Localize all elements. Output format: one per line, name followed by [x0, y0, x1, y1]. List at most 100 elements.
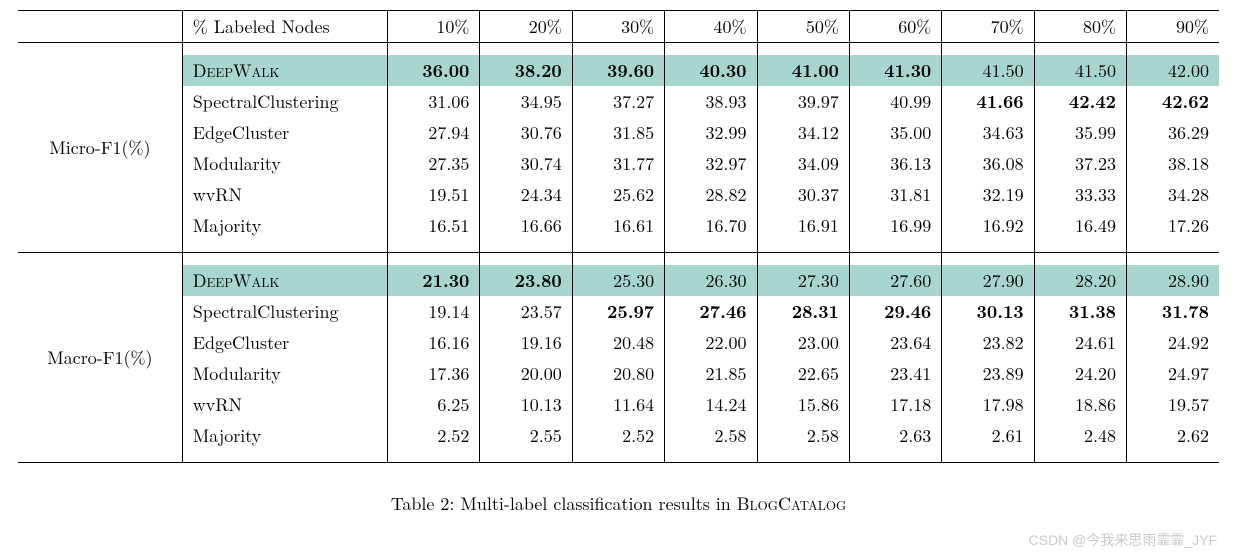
value-cell: 24.92 — [1127, 327, 1219, 358]
value-cell: 32.19 — [942, 179, 1034, 210]
value-cell: 30.74 — [480, 148, 572, 179]
header-pct-6: 70% — [942, 11, 1034, 43]
value-cell: 20.00 — [480, 358, 572, 389]
header-pct-8: 90% — [1127, 11, 1219, 43]
caption-text: Table 2: Multi-label classification resu… — [391, 491, 737, 516]
value-cell: 36.29 — [1127, 117, 1219, 148]
table-row: wvRN19.5124.3425.6228.8230.3731.8132.193… — [18, 179, 1219, 210]
value-cell: 40.30 — [665, 55, 757, 86]
value-cell: 41.50 — [1034, 55, 1126, 86]
value-cell: 36.08 — [942, 148, 1034, 179]
value-cell: 2.55 — [480, 420, 572, 451]
value-cell: 31.81 — [849, 179, 941, 210]
table-row: EdgeCluster27.9430.7631.8532.9934.1235.0… — [18, 117, 1219, 148]
value-cell: 16.91 — [757, 210, 849, 241]
value-cell: 23.64 — [849, 327, 941, 358]
value-cell: 17.18 — [849, 389, 941, 420]
method-name: EdgeCluster — [182, 327, 387, 358]
method-name: EdgeCluster — [182, 117, 387, 148]
value-cell: 23.80 — [480, 265, 572, 296]
value-cell: 18.86 — [1034, 389, 1126, 420]
value-cell: 23.41 — [849, 358, 941, 389]
value-cell: 36.00 — [388, 55, 480, 86]
value-cell: 28.20 — [1034, 265, 1126, 296]
value-cell: 16.66 — [480, 210, 572, 241]
table-row: SpectralClustering19.1423.5725.9727.4628… — [18, 296, 1219, 327]
value-cell: 19.51 — [388, 179, 480, 210]
caption-dataset: BlogCatalog — [737, 491, 846, 516]
value-cell: 26.30 — [665, 265, 757, 296]
value-cell: 34.28 — [1127, 179, 1219, 210]
value-cell: 30.76 — [480, 117, 572, 148]
value-cell: 31.06 — [388, 86, 480, 117]
spacer-row — [18, 253, 1219, 265]
method-name: SpectralClustering — [182, 86, 387, 117]
value-cell: 39.60 — [572, 55, 664, 86]
value-cell: 2.61 — [942, 420, 1034, 451]
value-cell: 20.80 — [572, 358, 664, 389]
value-cell: 31.78 — [1127, 296, 1219, 327]
value-cell: 24.97 — [1127, 358, 1219, 389]
method-name: DeepWalk — [182, 55, 387, 86]
value-cell: 2.63 — [849, 420, 941, 451]
value-cell: 27.35 — [388, 148, 480, 179]
value-cell: 41.50 — [942, 55, 1034, 86]
value-cell: 32.97 — [665, 148, 757, 179]
value-cell: 21.85 — [665, 358, 757, 389]
value-cell: 42.42 — [1034, 86, 1126, 117]
value-cell: 22.00 — [665, 327, 757, 358]
value-cell: 2.62 — [1127, 420, 1219, 451]
header-pct-1: 20% — [480, 11, 572, 43]
table-row: Micro-F1(%)DeepWalk36.0038.2039.6040.304… — [18, 55, 1219, 86]
spacer-row — [18, 451, 1219, 463]
table-row: EdgeCluster16.1619.1620.4822.0023.0023.6… — [18, 327, 1219, 358]
value-cell: 17.98 — [942, 389, 1034, 420]
value-cell: 2.58 — [757, 420, 849, 451]
value-cell: 25.97 — [572, 296, 664, 327]
table-row: Modularity27.3530.7431.7732.9734.0936.13… — [18, 148, 1219, 179]
results-table: % Labeled Nodes10%20%30%40%50%60%70%80%9… — [18, 10, 1219, 463]
value-cell: 27.94 — [388, 117, 480, 148]
value-cell: 16.49 — [1034, 210, 1126, 241]
value-cell: 24.34 — [480, 179, 572, 210]
value-cell: 19.57 — [1127, 389, 1219, 420]
results-table-container: % Labeled Nodes10%20%30%40%50%60%70%80%9… — [0, 10, 1237, 463]
table-row: Macro-F1(%)DeepWalk21.3023.8025.3026.302… — [18, 265, 1219, 296]
value-cell: 30.13 — [942, 296, 1034, 327]
value-cell: 38.20 — [480, 55, 572, 86]
table-row: Modularity17.3620.0020.8021.8522.6523.41… — [18, 358, 1219, 389]
value-cell: 16.70 — [665, 210, 757, 241]
value-cell: 30.37 — [757, 179, 849, 210]
value-cell: 29.46 — [849, 296, 941, 327]
header-pct-0: 10% — [388, 11, 480, 43]
value-cell: 27.46 — [665, 296, 757, 327]
value-cell: 24.61 — [1034, 327, 1126, 358]
method-name: wvRN — [182, 179, 387, 210]
method-name: Modularity — [182, 148, 387, 179]
metric-label: Micro-F1(%) — [18, 55, 182, 241]
value-cell: 32.99 — [665, 117, 757, 148]
value-cell: 33.33 — [1034, 179, 1126, 210]
method-name: Modularity — [182, 358, 387, 389]
method-name: Majority — [182, 210, 387, 241]
value-cell: 38.93 — [665, 86, 757, 117]
value-cell: 36.13 — [849, 148, 941, 179]
header-row: % Labeled Nodes10%20%30%40%50%60%70%80%9… — [18, 11, 1219, 43]
value-cell: 25.30 — [572, 265, 664, 296]
value-cell: 34.09 — [757, 148, 849, 179]
metric-label: Macro-F1(%) — [18, 265, 182, 451]
value-cell: 25.62 — [572, 179, 664, 210]
method-name: Majority — [182, 420, 387, 451]
table-row: Majority2.522.552.522.582.582.632.612.48… — [18, 420, 1219, 451]
value-cell: 16.16 — [388, 327, 480, 358]
value-cell: 40.99 — [849, 86, 941, 117]
value-cell: 16.99 — [849, 210, 941, 241]
method-name: SpectralClustering — [182, 296, 387, 327]
value-cell: 35.00 — [849, 117, 941, 148]
value-cell: 34.63 — [942, 117, 1034, 148]
table-row: Majority16.5116.6616.6116.7016.9116.9916… — [18, 210, 1219, 241]
value-cell: 41.00 — [757, 55, 849, 86]
header-pct-7: 80% — [1034, 11, 1126, 43]
value-cell: 23.57 — [480, 296, 572, 327]
value-cell: 2.58 — [665, 420, 757, 451]
